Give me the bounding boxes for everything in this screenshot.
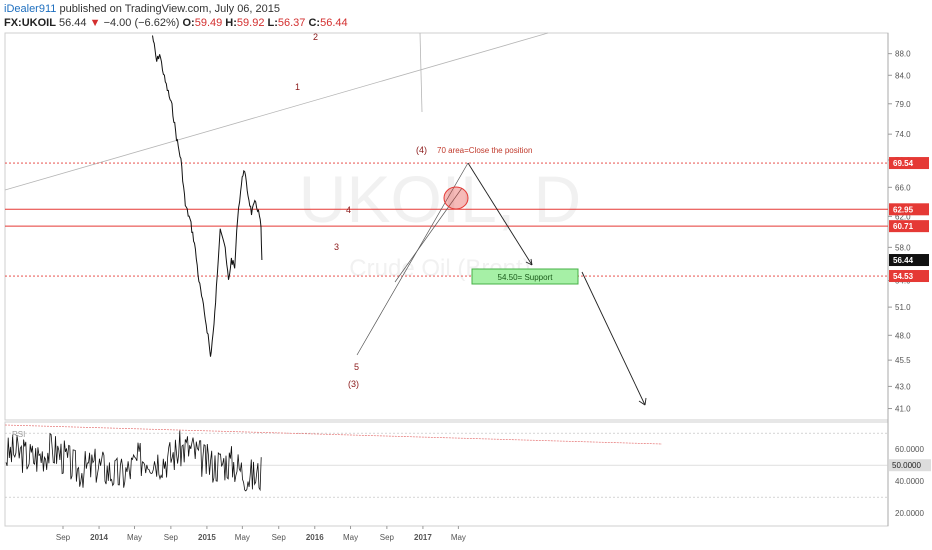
time-tick-label: May bbox=[451, 533, 466, 542]
arrow-head-2 bbox=[638, 397, 647, 406]
author-link[interactable]: iDealer911 bbox=[4, 3, 57, 15]
drawing-tools bbox=[4, 32, 888, 406]
time-tick-label: May bbox=[235, 533, 250, 542]
wave-label-paren-3: (3) bbox=[348, 379, 359, 389]
price-label-box bbox=[889, 254, 929, 267]
price-tick-label: 79.0 bbox=[895, 100, 911, 109]
wave-label-3: 3 bbox=[334, 242, 339, 252]
price-label-box bbox=[889, 157, 929, 170]
symbol-watermark: UKOIL, D Crude Oil (Brent) bbox=[299, 162, 581, 282]
symbol-info-line: FX:UKOIL 56.44 ▼ −4.00 (−6.62%) O:59.49 … bbox=[4, 16, 904, 30]
wave-label-paren-4: (4) bbox=[416, 145, 427, 155]
publisher-line: iDealer911 published on TradingView.com,… bbox=[4, 2, 904, 16]
price-axis[interactable]: 41.043.045.548.051.054.058.062.066.070.0… bbox=[888, 50, 924, 519]
high-label: H: bbox=[225, 17, 237, 29]
time-axis[interactable]: Sep 2014 May Sep 2015 May Sep 2016 May Sep 2017 May bbox=[56, 526, 466, 542]
wedge-lower-line bbox=[356, 162, 469, 356]
support-box-label: 54.50= Support bbox=[498, 273, 554, 282]
price-label-text: 54.53 bbox=[893, 272, 914, 281]
time-tick-label: 2014 bbox=[90, 533, 108, 542]
time-tick-label: 2015 bbox=[198, 533, 216, 542]
highlight-ellipse bbox=[443, 186, 469, 210]
time-tick-label: 2016 bbox=[306, 533, 324, 542]
time-tick-label: 2017 bbox=[414, 533, 432, 542]
price-tick-label: 74.0 bbox=[895, 130, 911, 139]
support-box bbox=[471, 268, 579, 285]
low-value: 56.37 bbox=[277, 17, 306, 29]
price-label-box bbox=[889, 203, 929, 216]
rsi-tick-label: 60.0000 bbox=[895, 445, 924, 454]
price-tick-label: 58.0 bbox=[895, 243, 911, 252]
open-value: 59.49 bbox=[194, 17, 223, 29]
rsi-value-text: 50.0000 bbox=[892, 461, 921, 470]
projection-arrow-1 bbox=[467, 162, 533, 266]
price-label-text: 62.95 bbox=[893, 205, 914, 214]
price-tick-label: 45.5 bbox=[895, 356, 911, 365]
price-tick-label: 51.0 bbox=[895, 303, 911, 312]
rsi-value-box bbox=[889, 459, 931, 472]
price-tick-label: 43.0 bbox=[895, 382, 911, 391]
chart-annotations: 2 1 4 3 5 (3) (4) 70 area=Close the posi… bbox=[12, 32, 579, 439]
low-label: L: bbox=[267, 17, 278, 29]
wave-label-1: 1 bbox=[295, 82, 300, 92]
price-label-text: 60.71 bbox=[893, 222, 914, 231]
price-change: −4.00 (−6.62%) bbox=[103, 17, 180, 29]
watermark-symbol: UKOIL, D bbox=[299, 162, 581, 236]
open-label: O: bbox=[182, 17, 195, 29]
wedge-upper-line bbox=[394, 187, 463, 283]
time-tick-label: Sep bbox=[164, 533, 179, 542]
price-tick-label: 48.0 bbox=[895, 331, 911, 340]
wave-label-5: 5 bbox=[354, 362, 359, 372]
price-label-text: 69.54 bbox=[893, 159, 914, 168]
high-value: 59.92 bbox=[236, 17, 265, 29]
price-tick-label: 88.0 bbox=[895, 50, 911, 59]
price-line bbox=[152, 35, 263, 357]
projection-arrow-2 bbox=[581, 271, 646, 406]
rsi-line bbox=[5, 430, 262, 492]
wave-label-2: 2 bbox=[313, 32, 318, 42]
wave-label-4: 4 bbox=[346, 205, 351, 215]
arrow-head-1 bbox=[525, 258, 533, 266]
price-tick-label: 41.0 bbox=[895, 405, 911, 414]
price-tick-label: 84.0 bbox=[895, 71, 911, 80]
rsi-tick-label: 20.0000 bbox=[895, 509, 924, 518]
time-tick-label: Sep bbox=[56, 533, 71, 542]
rsi-legend: RSI bbox=[12, 430, 25, 439]
rsi-tick-label: 40.0000 bbox=[895, 477, 924, 486]
vertical-marker-line bbox=[419, 32, 423, 113]
rsi-pane: 50.0000 bbox=[4, 424, 931, 498]
price-series: 69.54 62.95 60.71 56.44 54.53 bbox=[152, 35, 929, 357]
chart-header: iDealer911 published on TradingView.com,… bbox=[4, 2, 904, 30]
long-trend-line bbox=[4, 32, 549, 191]
close-position-note: 70 area=Close the position bbox=[437, 146, 532, 155]
time-tick-label: May bbox=[343, 533, 358, 542]
time-tick-label: Sep bbox=[272, 533, 287, 542]
time-tick-label: Sep bbox=[380, 533, 395, 542]
rsi-trend-line bbox=[4, 424, 663, 445]
price-tick-label: 66.0 bbox=[895, 183, 911, 192]
price-label-text: 56.44 bbox=[893, 256, 914, 265]
price-label-box bbox=[889, 270, 929, 283]
time-tick-label: May bbox=[127, 533, 142, 542]
published-text: published on TradingView.com, July 06, 2… bbox=[59, 3, 281, 15]
close-label: C: bbox=[308, 17, 321, 29]
close-value: 56.44 bbox=[320, 17, 348, 29]
symbol-name: FX:UKOIL bbox=[4, 17, 56, 29]
price-tick-label: 62.0 bbox=[895, 212, 911, 221]
last-price: 56.44 bbox=[59, 17, 87, 29]
down-arrow-icon: ▼ bbox=[89, 17, 101, 29]
price-label-box bbox=[889, 220, 929, 233]
